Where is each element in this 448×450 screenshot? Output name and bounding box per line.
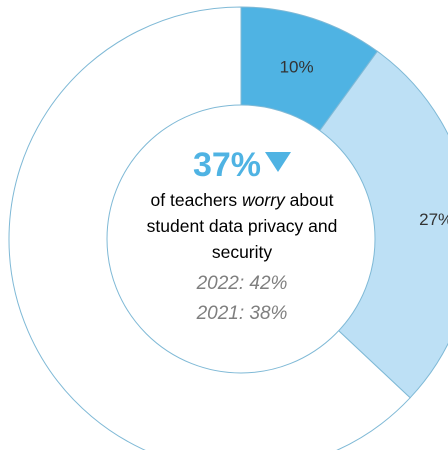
description-line-3: security: [211, 242, 273, 262]
prior-2021: 2021: 38%: [196, 303, 288, 324]
description-line-1: of teachers worry about: [107, 187, 377, 213]
description-emphasis: worry: [242, 190, 285, 210]
slice-value-label: 27%: [419, 210, 448, 229]
slice-value-label: 10%: [280, 57, 314, 76]
description-line-2: student data privacy and: [146, 216, 338, 236]
headline-stat: 37%: [107, 145, 377, 185]
headline-value: 37%: [192, 146, 262, 184]
donut-inner-edge: [106, 104, 376, 374]
stat-description: of teachers worry about student data pri…: [107, 187, 377, 265]
prior-years: 2022: 42% 2021: 38%: [107, 269, 377, 329]
slice-labels: 10% 27%: [280, 57, 448, 229]
prior-2022: 2022: 42%: [196, 273, 288, 294]
description-suffix: about: [284, 190, 334, 210]
description-prefix: of teachers: [150, 190, 242, 210]
donut-center-text: 37% of teachers worry about student data…: [107, 145, 377, 329]
down-triangle-icon: [265, 152, 292, 172]
